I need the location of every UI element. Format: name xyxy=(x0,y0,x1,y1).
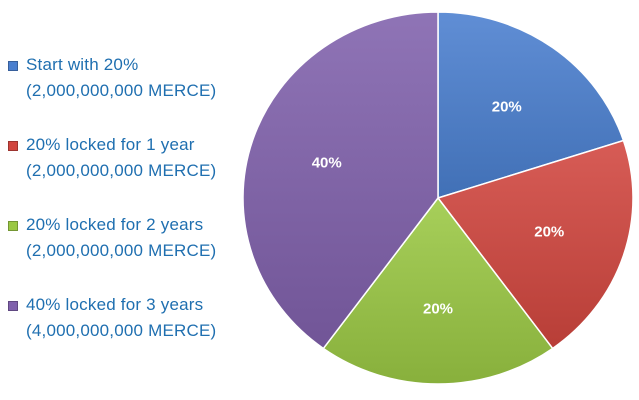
legend-label: 40% locked for 3 years xyxy=(26,295,204,314)
legend-amount: (4,000,000,000 MERCE) xyxy=(26,321,217,340)
legend-swatch-green xyxy=(8,221,18,231)
legend-amount: (2,000,000,000 MERCE) xyxy=(26,161,217,180)
legend-item-3-years: 40% locked for 3 years (4,000,000,000 ME… xyxy=(6,292,251,372)
pie-slice xyxy=(437,11,625,200)
legend-swatch-red xyxy=(8,141,18,151)
legend-item-2-years: 20% locked for 2 years (2,000,000,000 ME… xyxy=(6,212,251,292)
slice-label: 20% xyxy=(534,223,564,240)
slice-label: 40% xyxy=(312,154,342,171)
pie-slice xyxy=(242,11,439,350)
legend-swatch-purple xyxy=(8,301,18,311)
legend-label: Start with 20% xyxy=(26,55,139,74)
legend-amount: (2,000,000,000 MERCE) xyxy=(26,81,217,100)
pie-slice xyxy=(322,196,554,385)
legend-label: 20% locked for 2 years xyxy=(26,215,204,234)
legend-item-start: Start with 20% (2,000,000,000 MERCE) xyxy=(6,52,251,132)
legend-swatch-blue xyxy=(8,61,18,71)
slice-label: 20% xyxy=(423,301,453,318)
legend-amount: (2,000,000,000 MERCE) xyxy=(26,241,217,260)
pie-slice xyxy=(436,139,634,350)
legend-item-1-year: 20% locked for 1 year (2,000,000,000 MER… xyxy=(6,132,251,212)
legend-label: 20% locked for 1 year xyxy=(26,135,195,154)
slice-label: 20% xyxy=(492,99,522,116)
chart-legend: Start with 20% (2,000,000,000 MERCE) 20%… xyxy=(6,52,251,372)
